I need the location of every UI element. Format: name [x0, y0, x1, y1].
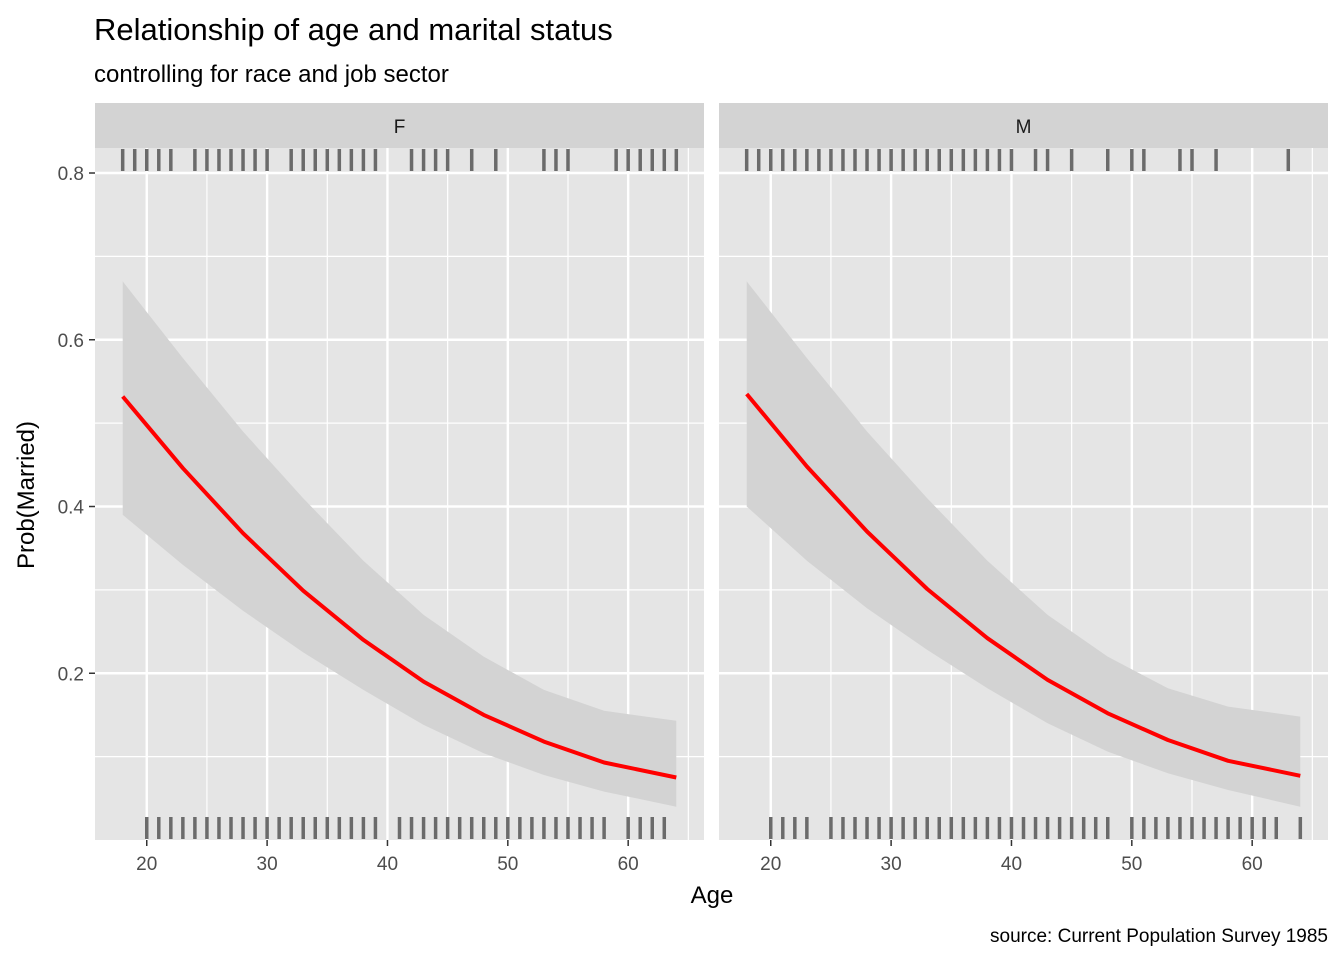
x-tick-label: 20 — [760, 854, 781, 875]
confidence-ribbon — [122, 281, 677, 807]
x-tick-label: 40 — [1001, 854, 1022, 875]
facet-strip-label: M — [1016, 117, 1032, 138]
x-tick-label: 30 — [881, 854, 902, 875]
x-tick-label: 30 — [257, 854, 278, 875]
chart-subtitle: controlling for race and job sector — [94, 61, 449, 88]
x-tick-label: 60 — [1242, 854, 1263, 875]
fitted-line — [745, 392, 1301, 778]
x-tick-label: 20 — [136, 854, 157, 875]
facet-strip-label: F — [394, 117, 406, 138]
x-tick-label: 50 — [1121, 854, 1142, 875]
fitted-line — [121, 395, 677, 780]
x-axis-title: Age — [691, 882, 734, 909]
panel-f: F 20 30 40 50 60 — [95, 103, 704, 875]
x-tick-label: 40 — [377, 854, 398, 875]
y-axis: 0.2 0.4 0.6 0.8 — [58, 164, 95, 685]
y-tick-label: 0.2 — [58, 664, 84, 685]
x-tick-label: 50 — [497, 854, 518, 875]
y-tick-label: 0.6 — [58, 331, 84, 352]
y-tick-label: 0.8 — [58, 164, 84, 185]
confidence-ribbon — [746, 281, 1301, 807]
panel-m: M 20 30 40 50 60 — [719, 103, 1328, 875]
y-axis-title: Prob(Married) — [13, 421, 40, 569]
facet-strip — [95, 103, 704, 148]
x-tick-label: 60 — [618, 854, 639, 875]
panels: F 20 30 40 50 60 M 20 30 40 50 60 — [95, 103, 1328, 875]
chart-title: Relationship of age and marital status — [94, 12, 613, 47]
chart-caption: source: Current Population Survey 1985 — [990, 926, 1328, 947]
facet-strip — [719, 103, 1328, 148]
y-tick-label: 0.4 — [58, 498, 85, 519]
